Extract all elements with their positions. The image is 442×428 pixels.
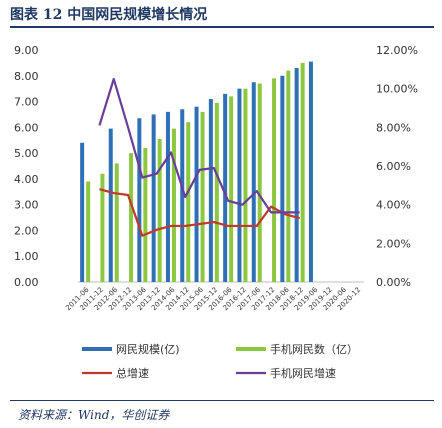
right-axis-tick-label: 8.00% bbox=[376, 121, 411, 134]
bar bbox=[223, 93, 228, 282]
right-axis-tick-label: 12.00% bbox=[376, 44, 418, 57]
left-axis-tick-label: 7.00 bbox=[14, 96, 39, 109]
line-series bbox=[98, 77, 300, 237]
bar bbox=[229, 96, 234, 283]
legend: 网民规模(亿) 手机网民数（亿） 总增速 手机网民增速 bbox=[82, 342, 358, 380]
bar bbox=[200, 111, 205, 282]
figure-title: 图表 12 中国网民规模增长情况 bbox=[10, 7, 208, 23]
bar bbox=[165, 111, 170, 282]
bar bbox=[300, 62, 305, 283]
source-divider bbox=[10, 400, 434, 401]
left-axis-tick-label: 3.00 bbox=[14, 199, 39, 212]
left-axis-tick-label: 5.00 bbox=[14, 147, 39, 160]
bar bbox=[129, 153, 134, 282]
bar bbox=[100, 173, 105, 282]
left-axis-tick-label: 9.00 bbox=[14, 44, 39, 57]
left-axis-ticks: 0.00 1.00 2.00 3.00 4.00 5.00 6.00 7.00 8.00 9.00 bbox=[14, 44, 39, 289]
legend-label: 手机网民增速 bbox=[270, 366, 336, 380]
bar bbox=[137, 118, 142, 282]
bar bbox=[186, 122, 191, 282]
bar bbox=[214, 102, 219, 282]
bar bbox=[272, 78, 277, 282]
bar bbox=[143, 147, 148, 282]
bar bbox=[251, 82, 256, 282]
series-line bbox=[99, 188, 300, 237]
left-axis-tick-label: 1.00 bbox=[14, 250, 39, 263]
left-axis-tick-label: 2.00 bbox=[14, 224, 39, 237]
title-divider bbox=[10, 26, 434, 28]
bar bbox=[286, 70, 291, 282]
bar bbox=[243, 88, 248, 283]
bar bbox=[294, 68, 299, 283]
legend-swatch bbox=[236, 347, 266, 351]
left-axis-tick-label: 4.00 bbox=[14, 173, 39, 186]
right-axis-tick-label: 2.00% bbox=[376, 237, 411, 250]
bar-series bbox=[80, 61, 313, 283]
bar bbox=[208, 98, 213, 282]
legend-label: 网民规模(亿) bbox=[116, 342, 180, 356]
bar bbox=[86, 181, 91, 282]
x-axis-ticks: 2011-062011-122012-062012-122013-062013-… bbox=[64, 285, 362, 312]
bar bbox=[114, 163, 119, 282]
left-axis-tick-label: 0.00 bbox=[14, 276, 39, 289]
left-axis-tick-label: 6.00 bbox=[14, 121, 39, 134]
right-axis-tick-label: 4.00% bbox=[376, 199, 411, 212]
bar bbox=[157, 138, 162, 282]
legend-label: 总增速 bbox=[116, 366, 149, 380]
bar bbox=[308, 61, 313, 282]
bar bbox=[151, 114, 156, 282]
bar bbox=[80, 142, 85, 282]
bar bbox=[237, 88, 242, 283]
right-axis-tick-label: 6.00% bbox=[376, 160, 411, 173]
bar bbox=[194, 106, 199, 282]
bar bbox=[171, 128, 176, 282]
series-line bbox=[98, 77, 300, 214]
bar bbox=[108, 128, 113, 282]
legend-label: 手机网民数（亿） bbox=[270, 342, 358, 356]
right-axis-tick-label: 10.00% bbox=[376, 83, 418, 96]
source-note: 资料来源：Wind，华创证券 bbox=[18, 408, 170, 422]
legend-swatch bbox=[82, 347, 112, 351]
bar bbox=[280, 75, 285, 283]
right-axis-ticks: 0.00% 2.00% 4.00% 6.00% 8.00% 10.00% 12.00% bbox=[376, 44, 418, 289]
left-axis-tick-label: 8.00 bbox=[14, 70, 39, 83]
bar bbox=[257, 83, 262, 282]
chart-canvas: 0.00 1.00 2.00 3.00 4.00 5.00 6.00 7.00 8.00 9.00… bbox=[14, 44, 418, 380]
bar bbox=[180, 109, 185, 283]
right-axis-tick-label: 0.00% bbox=[376, 276, 411, 289]
